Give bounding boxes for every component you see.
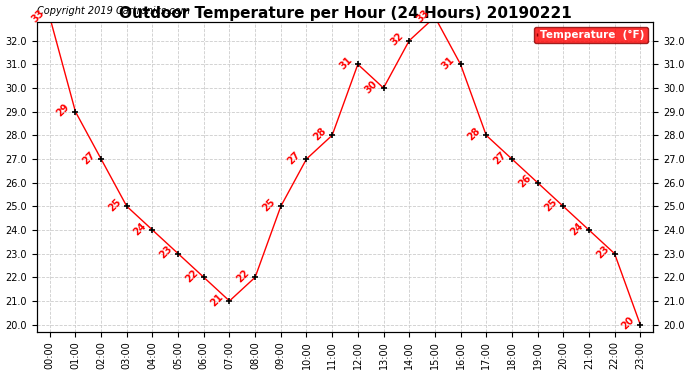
Text: 26: 26 — [517, 173, 533, 190]
Text: 27: 27 — [491, 150, 508, 166]
Text: 24: 24 — [132, 220, 148, 237]
Text: 27: 27 — [81, 150, 97, 166]
Text: 23: 23 — [157, 244, 175, 261]
Text: 33: 33 — [415, 8, 431, 24]
Text: 25: 25 — [106, 197, 123, 213]
Text: 28: 28 — [466, 126, 482, 142]
Text: 25: 25 — [260, 197, 277, 213]
Text: 30: 30 — [363, 78, 380, 95]
Title: Outdoor Temperature per Hour (24 Hours) 20190221: Outdoor Temperature per Hour (24 Hours) … — [119, 6, 571, 21]
Text: 33: 33 — [29, 8, 46, 24]
Text: 22: 22 — [184, 268, 200, 285]
Legend: Temperature  (°F): Temperature (°F) — [534, 27, 648, 43]
Text: 20: 20 — [620, 315, 636, 332]
Text: 29: 29 — [55, 102, 72, 119]
Text: 28: 28 — [312, 126, 328, 142]
Text: Copyright 2019 Cartronics.com: Copyright 2019 Cartronics.com — [37, 6, 190, 15]
Text: 24: 24 — [569, 220, 585, 237]
Text: 22: 22 — [235, 268, 251, 285]
Text: 23: 23 — [594, 244, 611, 261]
Text: 25: 25 — [543, 197, 560, 213]
Text: 31: 31 — [440, 55, 457, 72]
Text: 32: 32 — [388, 31, 405, 48]
Text: 31: 31 — [337, 55, 354, 72]
Text: 21: 21 — [209, 291, 226, 308]
Text: 27: 27 — [286, 150, 303, 166]
